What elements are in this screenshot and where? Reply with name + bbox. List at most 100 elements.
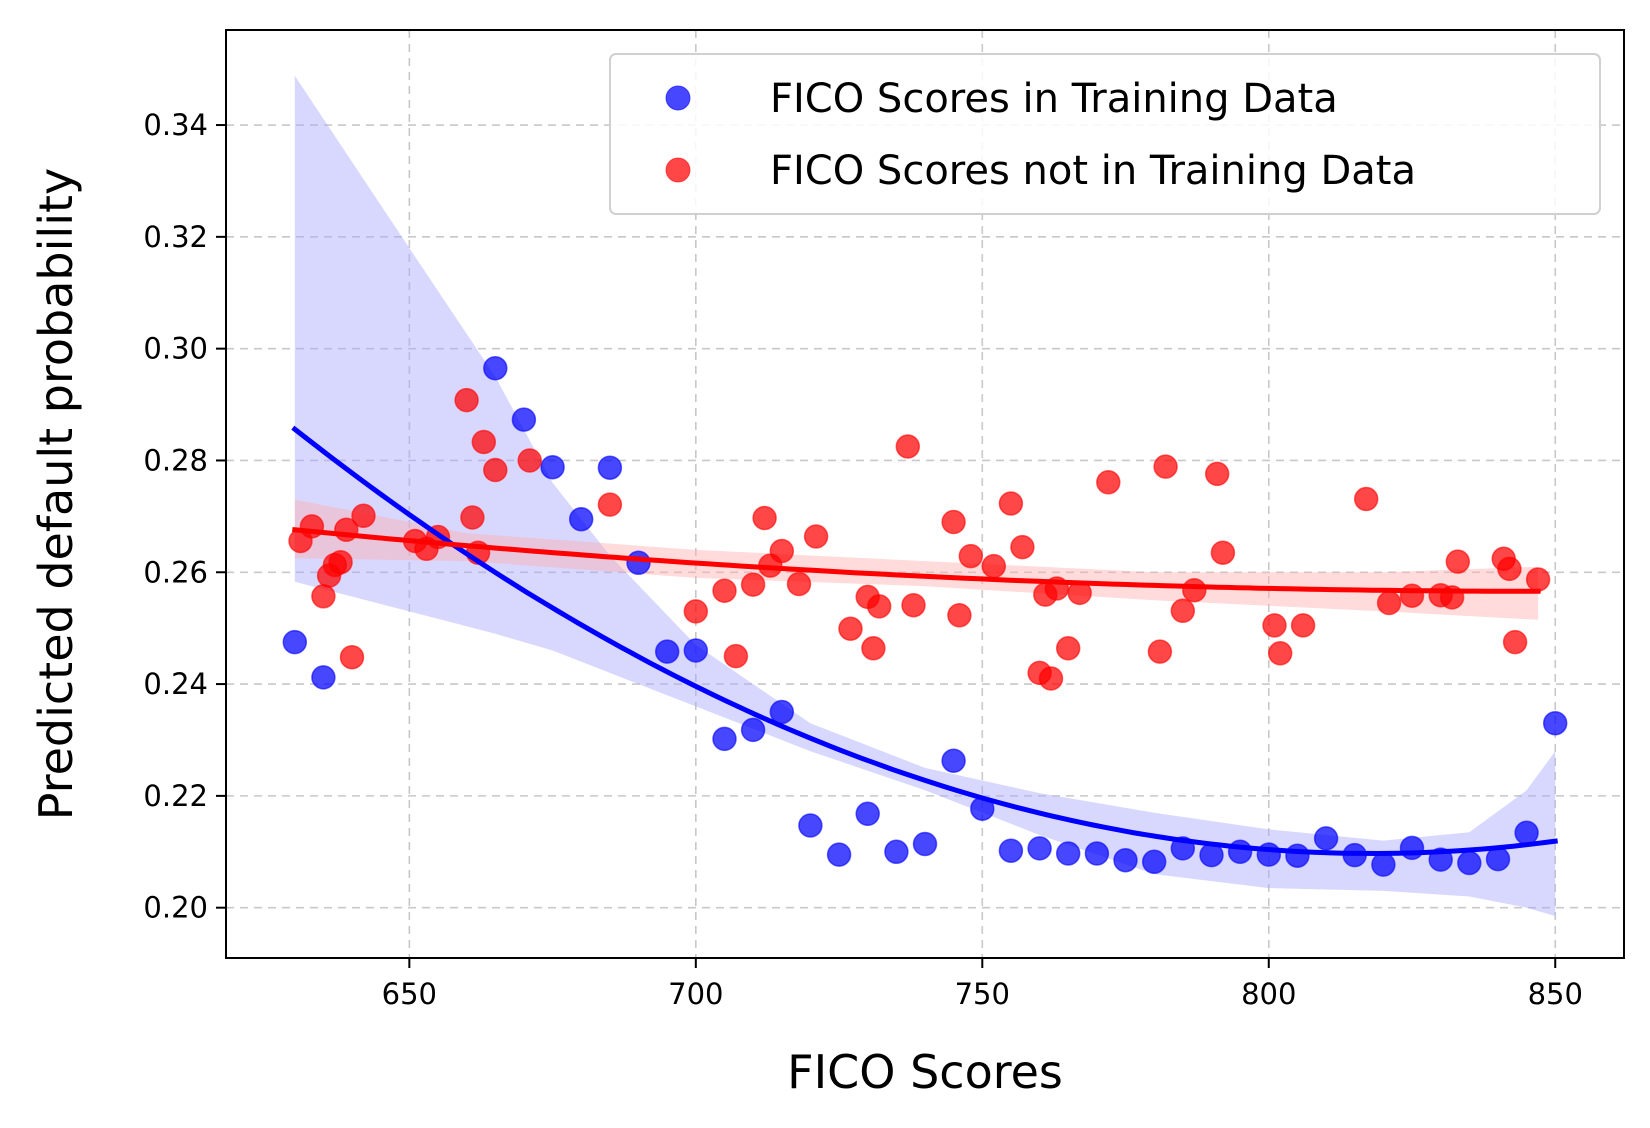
data-point-training xyxy=(855,801,880,827)
data-point-training xyxy=(1542,710,1568,736)
data-point-not-training xyxy=(712,578,737,603)
data-point-training xyxy=(1313,826,1339,851)
data-points xyxy=(282,355,1568,877)
y-tick-label: 0.24 xyxy=(143,667,208,701)
data-point-training xyxy=(683,638,709,663)
data-point-not-training xyxy=(752,505,777,531)
data-point-training xyxy=(568,506,594,532)
data-point-not-training xyxy=(1262,613,1287,638)
data-point-not-training xyxy=(1267,641,1293,666)
data-point-not-training xyxy=(483,457,508,483)
data-point-not-training xyxy=(1353,486,1379,512)
data-point-training xyxy=(483,355,508,381)
plot-frame xyxy=(225,29,1625,959)
y-tick-label: 0.34 xyxy=(143,108,208,142)
legend-marker-not-training xyxy=(665,157,691,183)
data-point-not-training xyxy=(740,572,766,597)
data-point-not-training xyxy=(1525,567,1551,592)
trend-line-training xyxy=(291,425,1558,857)
data-point-not-training xyxy=(1038,666,1064,691)
data-point-training xyxy=(282,629,308,655)
data-point-not-training xyxy=(471,429,497,455)
y-axis-label: Predicted default probability xyxy=(29,168,83,820)
data-point-not-training xyxy=(597,492,623,517)
data-point-training xyxy=(540,454,565,480)
data-point-not-training xyxy=(1497,556,1522,582)
data-point-training xyxy=(941,748,966,773)
legend: FICO Scores in Training Data FICO Scores… xyxy=(609,53,1601,215)
data-point-not-training xyxy=(339,644,365,670)
data-point-training xyxy=(826,842,852,867)
data-point-training xyxy=(1457,850,1482,876)
data-point-not-training xyxy=(351,503,376,529)
data-point-not-training xyxy=(1502,629,1528,655)
data-point-not-training xyxy=(1170,598,1196,624)
x-tick-label: 700 xyxy=(668,977,723,1011)
data-point-not-training xyxy=(1210,540,1236,565)
y-tick-label: 0.32 xyxy=(143,220,208,254)
data-point-not-training xyxy=(328,549,353,575)
data-point-not-training xyxy=(958,543,984,569)
data-point-training xyxy=(712,726,737,752)
data-point-not-training xyxy=(998,491,1024,516)
data-point-training xyxy=(1371,852,1396,877)
data-point-training xyxy=(1084,841,1110,866)
data-point-not-training xyxy=(1376,590,1402,616)
data-point-training xyxy=(1027,836,1052,861)
trend-lines xyxy=(291,425,1558,857)
data-point-not-training xyxy=(1010,534,1035,560)
data-point-not-training xyxy=(947,603,972,628)
y-tick-label: 0.30 xyxy=(143,332,208,366)
data-point-training xyxy=(311,665,336,690)
data-point-training xyxy=(1141,849,1167,875)
data-point-training xyxy=(884,839,909,865)
data-point-training xyxy=(740,717,766,743)
legend-box xyxy=(609,53,1601,215)
axis-ticks: 650 700 750 800 850 0.20 0.22 0.24 0.26 0.28 0.30 0… xyxy=(143,108,1583,1011)
data-point-training xyxy=(1399,835,1425,861)
data-point-training xyxy=(511,407,537,432)
data-point-not-training xyxy=(803,524,829,549)
data-point-not-training xyxy=(1147,639,1173,664)
y-tick-label: 0.20 xyxy=(143,891,208,925)
data-point-training xyxy=(1485,846,1511,872)
data-point-not-training xyxy=(454,387,479,413)
data-point-not-training xyxy=(1153,454,1178,479)
data-point-not-training xyxy=(861,636,886,661)
data-point-training xyxy=(1055,841,1081,866)
data-point-not-training xyxy=(723,643,749,669)
data-point-training xyxy=(998,838,1024,863)
data-point-training xyxy=(654,639,680,664)
data-point-not-training xyxy=(981,553,1007,579)
ci-band-training xyxy=(294,75,1556,917)
data-point-not-training xyxy=(866,594,892,619)
data-point-not-training xyxy=(941,509,966,535)
data-point-not-training xyxy=(1096,470,1121,495)
data-point-not-training xyxy=(1182,577,1207,603)
x-tick-label: 750 xyxy=(955,977,1010,1011)
x-tick-label: 650 xyxy=(382,977,437,1011)
data-point-training xyxy=(1227,839,1253,865)
x-axis-label: FICO Scores xyxy=(787,1045,1063,1099)
x-tick-label: 850 xyxy=(1528,977,1583,1011)
data-point-training xyxy=(1285,843,1310,868)
x-tick-label: 800 xyxy=(1241,977,1296,1011)
data-point-not-training xyxy=(683,599,709,624)
data-point-not-training xyxy=(1290,613,1316,638)
data-point-not-training xyxy=(460,505,485,530)
data-point-not-training xyxy=(311,584,336,609)
data-point-training xyxy=(626,550,651,576)
y-tick-label: 0.26 xyxy=(143,555,208,589)
trend-line-not-training xyxy=(292,527,1541,594)
data-point-not-training xyxy=(769,538,795,564)
data-point-not-training xyxy=(901,592,926,618)
data-point-not-training xyxy=(1445,549,1471,574)
data-point-not-training xyxy=(895,434,921,459)
data-point-training xyxy=(912,831,938,857)
data-point-training xyxy=(1514,820,1539,846)
y-tick-label: 0.28 xyxy=(143,443,208,477)
legend-label-training: FICO Scores in Training Data xyxy=(770,76,1338,122)
data-point-not-training xyxy=(517,448,542,473)
